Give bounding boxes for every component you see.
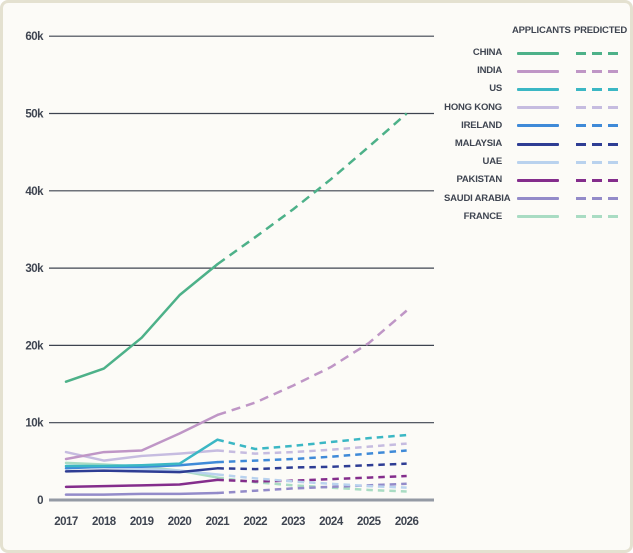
legend-label-india: INDIA xyxy=(477,65,502,77)
series-line-actual-pakistan xyxy=(64,478,219,489)
dashed-line-swatch xyxy=(576,179,618,183)
legend-label-saudi-arabia: SAUDI ARABIA xyxy=(444,192,511,204)
legend-row xyxy=(574,99,620,117)
series-line-predicted-us xyxy=(217,433,407,451)
legend-row xyxy=(512,99,564,117)
series-line-predicted-china xyxy=(216,112,408,266)
solid-line-swatch xyxy=(517,142,559,146)
series-line-actual-india xyxy=(64,413,219,461)
legend-row xyxy=(512,208,564,226)
solid-line-swatch xyxy=(517,197,559,201)
legend-spacer xyxy=(444,31,502,39)
legend-row xyxy=(512,190,564,208)
series-line-predicted-india xyxy=(217,309,408,417)
series-line-actual-china xyxy=(64,262,219,383)
solid-line-swatch xyxy=(517,215,559,219)
legend-label-china: CHINA xyxy=(472,47,502,58)
legend-label-us: US xyxy=(489,83,502,95)
x-tick-label: 2019 xyxy=(130,516,154,528)
legend-row xyxy=(574,44,620,62)
x-tick-label: 2025 xyxy=(357,516,382,528)
legend-row xyxy=(574,208,620,226)
solid-line-swatch xyxy=(517,88,559,91)
dashed-line-swatch xyxy=(576,142,618,146)
solid-line-swatch xyxy=(517,124,559,128)
legend-header-applicants: APPLICANTS xyxy=(512,25,571,36)
x-tick-label: 2026 xyxy=(395,516,419,528)
dashed-line-swatch xyxy=(576,51,618,55)
series-line-actual-us xyxy=(64,438,219,468)
legend-row xyxy=(512,44,564,62)
legend-row xyxy=(512,62,564,80)
legend-label-uae: UAE xyxy=(482,156,503,168)
legend-row xyxy=(512,117,564,135)
dashed-line-swatch xyxy=(576,69,618,73)
x-tick-label: 2017 xyxy=(54,516,78,528)
x-tick-label: 2022 xyxy=(243,516,267,528)
legend-row xyxy=(574,62,620,80)
dashed-line-swatch xyxy=(576,88,618,91)
applicants-line-chart: 0 10k 20k 30k 40k 50k 60k 2017 2018 2019 2020 2021 2… xyxy=(25,31,434,528)
legend-row xyxy=(574,190,620,208)
x-tick-label: 2024 xyxy=(319,516,344,528)
x-tick-label: 2023 xyxy=(281,516,305,528)
series-line-predicted-uae xyxy=(217,473,407,489)
legend-header-predicted: PREDICTED xyxy=(574,25,628,36)
legend-label-pakistan: PAKISTAN xyxy=(456,174,502,186)
series-line-actual-hong-kong xyxy=(64,449,219,462)
dashed-line-swatch xyxy=(576,106,618,110)
y-tick-label: 60k xyxy=(25,31,44,43)
series-line-actual-ireland xyxy=(64,460,219,470)
series-line-predicted-pakistan xyxy=(217,474,407,483)
legend-row xyxy=(512,171,564,189)
legend-row xyxy=(512,135,564,153)
solid-line-swatch xyxy=(517,160,559,164)
legend-row xyxy=(512,153,564,171)
y-tick-label: 30k xyxy=(25,263,44,275)
x-tick-label: 2021 xyxy=(206,516,231,528)
series-line-actual-malaysia xyxy=(64,467,219,474)
series-line-actual-saudi-arabia xyxy=(64,491,219,496)
series-line-predicted-ireland xyxy=(217,449,407,464)
x-tick-label: 2020 xyxy=(168,516,192,528)
legend-row xyxy=(574,153,620,171)
legend-row xyxy=(574,135,620,153)
legend-label-france: FRANCE xyxy=(463,210,503,222)
y-tick-label: 10k xyxy=(25,418,44,430)
legend-label-hong-kong: HONG KONG xyxy=(444,101,502,113)
legend-label-ireland: IRELAND xyxy=(461,119,502,131)
x-tick-label: 2018 xyxy=(92,516,117,528)
y-tick-label: 40k xyxy=(25,186,44,198)
legend-row xyxy=(574,171,620,189)
solid-line-swatch xyxy=(517,51,559,55)
legend-label-malaysia: MALAYSIA xyxy=(454,138,502,150)
legend: APPLICANTS PREDICTED CHINA INDIA US HONG KO… xyxy=(444,25,630,226)
series-line-predicted-saudi-arabia xyxy=(217,482,407,495)
series-line-predicted-malaysia xyxy=(217,462,407,471)
dashed-line-swatch xyxy=(576,160,618,164)
legend-row xyxy=(574,117,620,135)
y-tick-label: 50k xyxy=(25,109,44,121)
dashed-line-swatch xyxy=(576,197,618,201)
solid-line-swatch xyxy=(517,69,559,73)
dashed-line-swatch xyxy=(576,215,618,219)
dashed-line-swatch xyxy=(576,124,618,128)
legend-row xyxy=(574,80,620,98)
y-tick-label: 0 xyxy=(37,495,43,507)
legend-row xyxy=(512,80,564,98)
y-tick-label: 20k xyxy=(25,340,44,352)
series-line-predicted-hong-kong xyxy=(217,442,407,455)
solid-line-swatch xyxy=(517,106,559,110)
solid-line-swatch xyxy=(517,179,559,183)
